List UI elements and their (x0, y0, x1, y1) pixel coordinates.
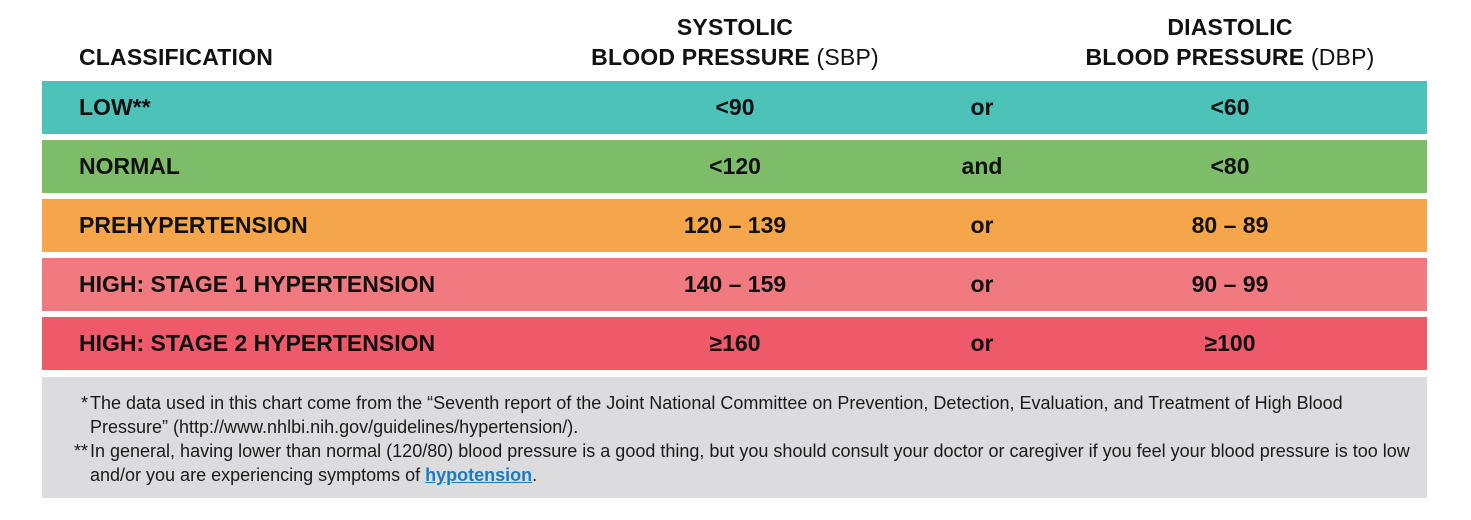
table-row: LOW** <90 or <60 (42, 81, 1427, 134)
row-classification: PREHYPERTENSION (79, 212, 308, 238)
row-diastolic: <60 (1210, 94, 1250, 120)
footnote-2-text: In general, having lower than normal (12… (90, 441, 1410, 485)
table-row: NORMAL <120 and <80 (42, 140, 1427, 193)
row-diastolic: 80 – 89 (1191, 212, 1269, 238)
row-classification: HIGH: STAGE 2 HYPERTENSION (79, 330, 436, 356)
row-conjunction: or (970, 330, 994, 356)
row-classification: HIGH: STAGE 1 HYPERTENSION (79, 271, 436, 297)
row-systolic: 140 – 159 (683, 271, 787, 297)
footnote-1-text: The data used in this chart come from th… (90, 393, 1343, 437)
row-systolic: <90 (715, 94, 755, 120)
header-systolic-abbr: (SBP) (816, 44, 879, 70)
row-classification: LOW** (79, 94, 151, 120)
header-diastolic-line1: DIASTOLIC (1167, 14, 1293, 40)
table-row: HIGH: STAGE 1 HYPERTENSION 140 – 159 or … (42, 258, 1427, 311)
row-conjunction: or (970, 271, 994, 297)
footnote-1: * The data used in this chart come from t… (81, 391, 1420, 439)
header-diastolic-line2: BLOOD PRESSURE (DBP) (1035, 42, 1425, 72)
row-diastolic: <80 (1210, 153, 1250, 179)
classification-table: LOW** <90 or <60 NORMAL <120 and <80 PRE… (42, 81, 1427, 376)
header-systolic-bold: BLOOD PRESSURE (591, 44, 810, 70)
row-systolic: <120 (709, 153, 761, 179)
header-diastolic-bold: BLOOD PRESSURE (1085, 44, 1305, 70)
footnote-2-mark: ** (73, 441, 88, 461)
table-row: HIGH: STAGE 2 HYPERTENSION ≥160 or ≥100 (42, 317, 1427, 370)
row-classification: NORMAL (79, 153, 180, 179)
table-header: CLASSIFICATION SYSTOLIC BLOOD PRESSURE (… (0, 0, 1471, 80)
footnote-1-mark: * (80, 393, 88, 413)
footnote-2-end: . (532, 465, 538, 485)
header-diastolic: DIASTOLIC BLOOD PRESSURE (DBP) (1035, 12, 1425, 72)
row-systolic: ≥160 (709, 330, 761, 356)
header-systolic-line1: SYSTOLIC (676, 14, 794, 40)
footnotes-box: * The data used in this chart come from t… (42, 377, 1427, 498)
header-classification: CLASSIFICATION (79, 44, 274, 70)
table-row: PREHYPERTENSION 120 – 139 or 80 – 89 (42, 199, 1427, 252)
footnote-2: ** In general, having lower than normal (… (74, 439, 1420, 487)
header-diastolic-abbr: (DBP) (1310, 44, 1375, 70)
row-diastolic: ≥100 (1204, 330, 1256, 356)
row-diastolic: 90 – 99 (1191, 271, 1269, 297)
header-systolic-line2: BLOOD PRESSURE (SBP) (540, 42, 930, 72)
header-systolic: SYSTOLIC BLOOD PRESSURE (SBP) (540, 12, 930, 72)
row-conjunction: and (961, 153, 1003, 179)
row-conjunction: or (970, 94, 994, 120)
hypotension-link[interactable]: hypotension (425, 465, 533, 485)
row-conjunction: or (970, 212, 994, 238)
row-systolic: 120 – 139 (683, 212, 787, 238)
